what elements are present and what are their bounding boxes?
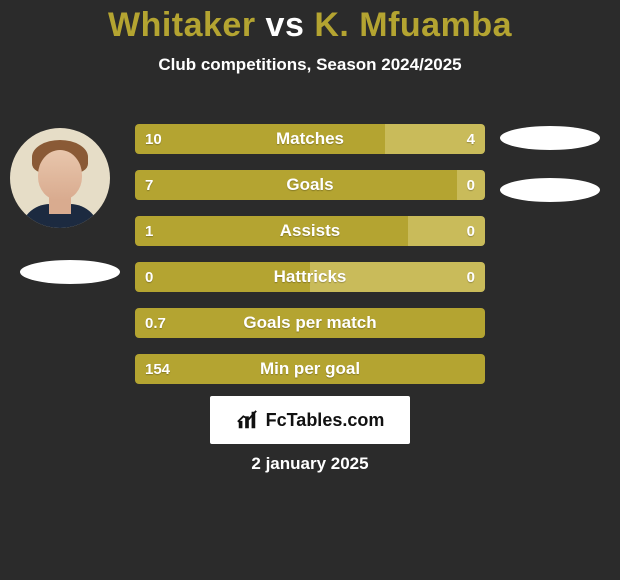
stat-row: 104Matches — [135, 124, 485, 154]
player-right-name: K. Mfuamba — [314, 6, 512, 44]
chart-icon — [236, 409, 258, 431]
stat-row: 154Min per goal — [135, 354, 485, 384]
stat-bar-left — [135, 170, 457, 200]
decoration-oval-right-2 — [500, 178, 600, 202]
stat-bar-right — [310, 262, 485, 292]
subtitle: Club competitions, Season 2024/2025 — [0, 55, 620, 75]
decoration-oval-right-1 — [500, 126, 600, 150]
comparison-card: Whitaker vs K. Mfuamba Club competitions… — [0, 0, 620, 580]
stat-bar-left — [135, 354, 485, 384]
stats-bars: 104Matches 70Goals 10Assists 00Hattricks 0.7… — [135, 124, 485, 400]
vs-separator: vs — [266, 6, 305, 44]
site-badge: FcTables.com — [210, 396, 410, 444]
site-name: FcTables.com — [266, 410, 385, 431]
stat-bar-right — [457, 170, 485, 200]
stat-row: 0.7Goals per match — [135, 308, 485, 338]
decoration-oval-left — [20, 260, 120, 284]
page-title: Whitaker vs K. Mfuamba — [0, 6, 620, 45]
player-left-name: Whitaker — [108, 6, 256, 44]
stat-bar-right — [385, 124, 485, 154]
stat-row: 70Goals — [135, 170, 485, 200]
stat-row: 10Assists — [135, 216, 485, 246]
stat-bar-right — [408, 216, 485, 246]
stat-row: 00Hattricks — [135, 262, 485, 292]
stat-bar-left — [135, 262, 310, 292]
stat-bar-left — [135, 216, 408, 246]
stat-bar-left — [135, 308, 485, 338]
player-left-avatar — [10, 128, 110, 228]
stat-bar-left — [135, 124, 385, 154]
date-stamp: 2 january 2025 — [0, 454, 620, 474]
